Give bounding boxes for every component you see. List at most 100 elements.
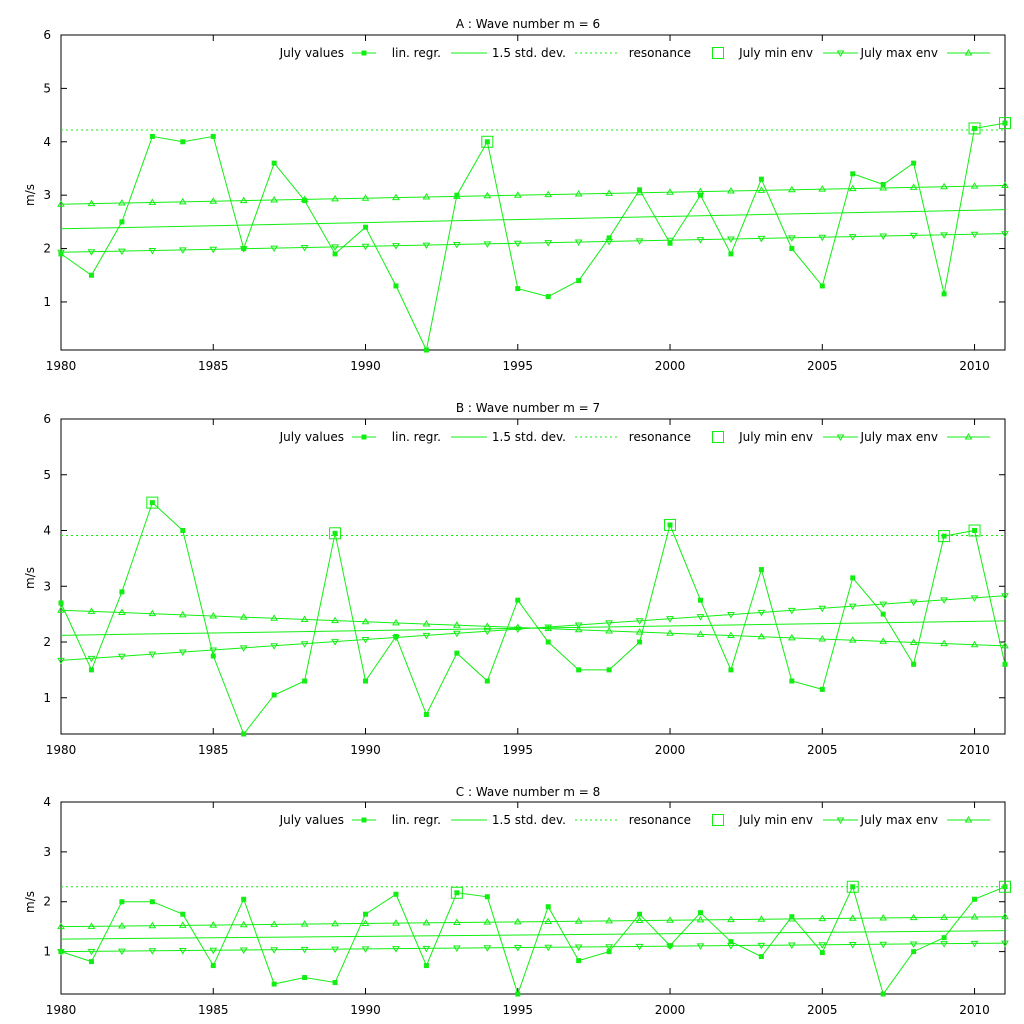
max-envelope-marker — [635, 916, 644, 924]
min-envelope-marker — [178, 948, 187, 955]
legend-resonance-marker — [712, 47, 724, 59]
x-tick-label: 1990 — [350, 1003, 381, 1017]
min-envelope-marker — [818, 605, 827, 613]
value-marker — [241, 246, 247, 252]
min-envelope-marker — [605, 620, 614, 627]
min-envelope-marker — [331, 639, 339, 646]
panel-a: A : Wave number m = 6 m/s 1 2 3 4 5 6 1980 1985… — [23, 17, 1011, 373]
value-marker — [758, 954, 764, 960]
max-envelope-marker — [300, 615, 309, 622]
max-envelope-marker — [848, 184, 857, 192]
resonance-marker — [938, 530, 951, 543]
value-marker — [180, 139, 186, 145]
value-marker — [697, 910, 703, 916]
max-envelope-marker — [909, 183, 918, 190]
max-envelope-marker — [483, 918, 492, 925]
min-envelope-marker — [848, 942, 857, 949]
max-envelope-marker — [696, 630, 705, 637]
max-envelope-marker — [392, 618, 400, 626]
x-tick-label: 2005 — [807, 359, 838, 373]
y-tick-label: 3 — [43, 845, 51, 859]
max-envelope-marker — [361, 194, 370, 201]
max-envelope-marker — [605, 916, 614, 924]
x-tick-label: 1985 — [198, 1003, 229, 1017]
max-envelope-marker — [178, 610, 187, 618]
max-envelope-marker — [452, 621, 461, 628]
legend-label: 1.5 std. dev. — [492, 430, 566, 444]
max-envelope-marker — [118, 922, 126, 929]
legend-max-envelope-marker — [964, 49, 973, 56]
x-tick-label: 2010 — [959, 1003, 990, 1017]
value-marker — [972, 125, 978, 131]
value-marker — [576, 278, 582, 284]
value-marker — [88, 272, 94, 278]
value-marker — [911, 160, 917, 166]
y-tick-label: 2 — [43, 895, 51, 909]
value-marker — [941, 291, 947, 297]
max-envelope-marker — [879, 637, 888, 644]
min-envelope-marker — [118, 948, 126, 956]
value-marker — [58, 600, 64, 606]
min-envelope-marker — [148, 948, 157, 955]
max-envelope-marker — [452, 918, 461, 925]
min-envelope-marker — [361, 637, 370, 644]
min-envelope-marker — [361, 243, 370, 251]
max-envelope-marker — [422, 193, 431, 200]
value-marker — [606, 949, 612, 955]
max-envelope-marker — [87, 922, 96, 929]
value-marker — [241, 896, 247, 902]
legend-label: July values — [279, 430, 344, 444]
max-envelope-marker — [392, 193, 400, 201]
min-envelope-marker — [879, 233, 888, 240]
value-marker — [1002, 120, 1008, 126]
max-envelope-marker — [513, 191, 522, 198]
max-envelope-marker — [148, 198, 157, 205]
max-envelope-marker — [1001, 641, 1009, 649]
min-envelope-marker — [970, 231, 979, 239]
max-envelope-marker — [727, 631, 735, 639]
value-marker — [180, 911, 186, 917]
min-envelope-marker — [118, 248, 126, 256]
min-envelope-marker — [361, 946, 370, 953]
legend-label: resonance — [629, 430, 691, 444]
min-envelope-marker — [513, 240, 522, 248]
min-envelope-marker — [270, 245, 279, 253]
value-marker — [393, 633, 399, 639]
resonance-marker — [450, 886, 463, 899]
value-marker — [576, 958, 582, 964]
min-envelope-marker — [574, 239, 583, 247]
value-marker — [758, 176, 764, 182]
y-tick-label: 2 — [43, 635, 51, 649]
min-envelope-marker — [787, 235, 796, 242]
max-envelope-marker — [605, 189, 614, 196]
max-envelope-marker — [757, 915, 766, 922]
y-tick-label: 1 — [43, 945, 51, 959]
min-envelope-marker — [757, 609, 766, 617]
value-marker — [271, 160, 277, 166]
max-envelope-marker — [392, 919, 400, 926]
min-envelope-marker — [635, 943, 644, 951]
min-envelope-marker — [787, 607, 796, 615]
value-marker — [1002, 884, 1008, 890]
max-envelope-marker — [513, 917, 522, 925]
value-marker — [302, 198, 308, 204]
max-envelope-marker — [87, 607, 96, 614]
panel-b: B : Wave number m = 7 m/s 1 2 3 4 5 6 1980 1985… — [23, 401, 1009, 757]
max-envelope-marker — [118, 608, 126, 616]
max-envelope-line — [60, 185, 1006, 205]
x-tick-label: 1980 — [46, 359, 77, 373]
min-envelope-marker — [848, 603, 857, 611]
regression-line — [60, 209, 1006, 230]
max-envelope-marker — [666, 916, 674, 923]
min-envelope-marker — [635, 238, 644, 245]
max-envelope-marker — [422, 918, 431, 926]
value-marker — [423, 347, 429, 353]
min-envelope-marker — [970, 595, 979, 602]
value-marker — [911, 949, 917, 955]
max-envelope-marker — [178, 197, 187, 205]
x-tick-label: 1985 — [198, 743, 229, 757]
min-envelope-marker — [148, 651, 157, 659]
max-envelope-marker — [331, 616, 339, 624]
min-envelope-marker — [605, 944, 614, 951]
